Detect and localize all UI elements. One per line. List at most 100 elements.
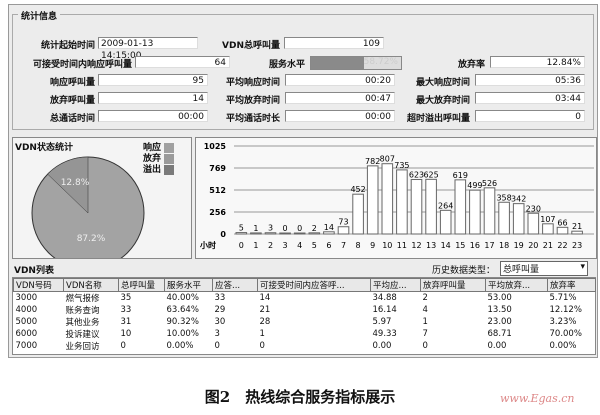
column-header[interactable]: 应答...	[212, 278, 258, 292]
bar-value-label: 5	[239, 224, 244, 233]
table-cell: 23.00	[487, 317, 512, 327]
bar	[264, 232, 277, 235]
bar	[308, 232, 321, 235]
bar	[381, 163, 394, 235]
table-cell: 4	[422, 305, 428, 315]
table-cell: 49.33	[372, 329, 397, 339]
table-cell: 13.50	[487, 305, 512, 315]
bar	[512, 203, 525, 235]
table-cell: 0.00	[487, 341, 507, 351]
table-cell: 2	[422, 293, 428, 303]
table-cell: 10.00%	[166, 329, 199, 339]
table-cell: 0	[259, 341, 265, 351]
column-header[interactable]: 可接受时间内应答呼...	[257, 278, 371, 292]
pie-chart: 87.2% 12.8%	[31, 156, 145, 258]
column-header[interactable]: 服务水平	[164, 278, 213, 292]
table-cell: 业务回访	[65, 342, 100, 352]
table-cell: 16.14	[372, 305, 397, 315]
pie-panel: VDN状态统计 响应 放弃 溢出 87.2% 12.8%	[12, 137, 192, 259]
history-type-select[interactable]: 总呼叫量 ▾	[500, 261, 588, 276]
pie-slice-abandon	[47, 156, 89, 214]
vdn-total-field[interactable]: 109	[284, 37, 384, 49]
avg-talk-field[interactable]: 00:00	[285, 110, 395, 122]
abandon-rate-label: 放弃率	[457, 60, 485, 70]
y-tick-label: 769	[209, 164, 226, 173]
column-header[interactable]: VDN名称	[63, 278, 119, 292]
bar	[337, 226, 350, 235]
avg-aband-field[interactable]: 00:47	[285, 92, 395, 104]
overflow-label: 超时溢出呼叫量	[406, 114, 470, 124]
history-type-value: 总呼叫量	[503, 265, 540, 275]
table-row[interactable]: 5000 其他业务 31 90.32% 30 28 5.97 1 23.00 3.23%	[14, 316, 596, 328]
bar	[571, 230, 583, 235]
bar	[279, 232, 291, 235]
bar-value-label: 3	[268, 224, 273, 233]
table-cell: 34.88	[372, 293, 397, 303]
bar	[454, 179, 467, 235]
vdn-table-container: VDN号码 VDN名称 总呼叫量 服务水平 应答... 可接受时间内应答呼... 平均应..…	[12, 277, 596, 355]
start-time-field[interactable]: 2009-01-13 14:15:00	[98, 37, 198, 61]
x-tick-label: 6	[326, 241, 331, 250]
bar-value-label: 499	[467, 181, 482, 190]
column-header[interactable]: 放弃呼叫量	[420, 278, 486, 292]
bar	[396, 169, 408, 235]
x-tick-label: 22	[557, 241, 567, 250]
x-tick-label: 21	[543, 241, 553, 250]
aband-field[interactable]: 14	[98, 92, 208, 104]
column-header[interactable]: 放弃率	[547, 278, 596, 292]
legend-item: 放弃	[143, 151, 175, 164]
start-time-label: 统计起始时间	[40, 41, 95, 51]
bar	[542, 223, 554, 235]
table-cell: 5.71%	[549, 293, 577, 303]
bar	[527, 212, 540, 235]
bar	[293, 232, 306, 235]
talk-label: 总通话时间	[49, 114, 95, 124]
overflow-field[interactable]: 0	[475, 110, 585, 122]
table-cell: 14	[259, 293, 271, 303]
legend-swatch	[164, 153, 175, 164]
table-cell: 21	[259, 305, 271, 315]
column-header[interactable]: 总呼叫量	[118, 278, 165, 292]
table-row[interactable]: 6000 投诉建议 10 10.00% 3 1 49.33 7 68.71 70.00%	[14, 328, 596, 340]
bar	[556, 226, 569, 235]
bar	[469, 189, 481, 235]
stats-group	[12, 14, 594, 130]
bar	[366, 165, 379, 235]
table-row[interactable]: 4000 账务查询 33 63.64% 29 21 16.14 4 13.50 12.12%	[14, 304, 596, 316]
table-cell: 35	[120, 293, 132, 303]
table-cell: 10	[120, 329, 132, 339]
table-row[interactable]: 7000 业务回访 0 0.00% 0 0 0.00 0 0.00 0.00%	[14, 340, 596, 352]
table-cell: 40.00%	[166, 293, 199, 303]
table-cell: 0.00	[372, 341, 392, 351]
max-aband-field[interactable]: 03:44	[475, 92, 585, 104]
bar-value-label: 230	[526, 204, 541, 213]
accept-field[interactable]: 64	[135, 56, 230, 68]
bar-value-label: 623	[409, 171, 424, 180]
max-resp-field[interactable]: 05:36	[475, 74, 585, 86]
x-tick-label: 17	[484, 241, 494, 250]
bar	[483, 187, 496, 235]
legend-swatch	[164, 164, 175, 175]
talk-field[interactable]: 00:00	[98, 110, 208, 122]
table-cell: 0	[214, 341, 220, 351]
column-header[interactable]: 平均应...	[370, 278, 421, 292]
bar-value-label: 73	[338, 218, 348, 227]
resp-field[interactable]: 95	[98, 74, 208, 86]
table-cell: 33	[120, 305, 132, 315]
bar	[425, 178, 437, 235]
column-header[interactable]: VDN号码	[13, 278, 64, 292]
bar	[352, 193, 364, 235]
bar	[498, 201, 510, 235]
avg-talk-label: 平均通话时长	[225, 114, 280, 124]
table-cell: 0.00%	[166, 341, 194, 351]
watermark: www.Egas.cn	[500, 392, 575, 405]
table-cell: 3000	[15, 293, 38, 303]
bar-value-label: 14	[324, 223, 334, 232]
bar-value-label: 0	[283, 224, 288, 233]
table-row[interactable]: 3000 燃气报修 35 40.00% 33 14 34.88 2 53.00 5.71%	[14, 292, 596, 304]
abandon-rate-field[interactable]: 12.84%	[490, 56, 585, 68]
table-cell: 70.00%	[549, 329, 582, 339]
column-header[interactable]: 平均放弃...	[485, 278, 548, 292]
avg-resp-field[interactable]: 00:20	[285, 74, 395, 86]
x-tick-label: 13	[426, 241, 436, 250]
